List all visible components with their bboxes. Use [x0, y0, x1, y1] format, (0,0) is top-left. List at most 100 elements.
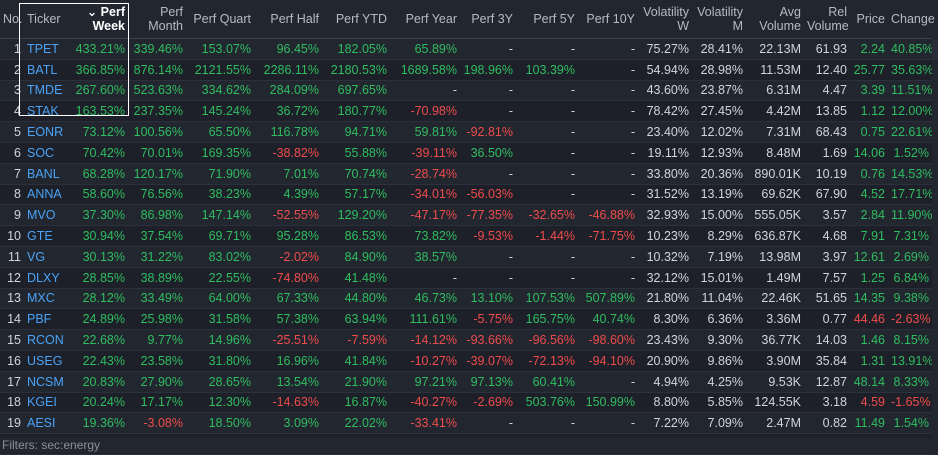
ticker-link[interactable]: GTE	[24, 225, 70, 247]
column-header[interactable]: Perf 5Y	[516, 0, 578, 39]
table-cell: 68.43	[804, 121, 850, 143]
ticker-link[interactable]: ANNA	[24, 184, 70, 206]
table-cell: 22.43%	[70, 350, 128, 372]
ticker-link[interactable]: USEG	[24, 350, 70, 372]
table-cell: 51.65	[804, 288, 850, 310]
table-cell: 507.89%	[578, 288, 638, 310]
table-cell: -	[578, 80, 638, 102]
ticker-link[interactable]: KGEI	[24, 392, 70, 414]
table-cell: 180.77%	[322, 100, 390, 123]
table-cell: 13.10%	[460, 288, 516, 310]
table-row[interactable]: 19 AESI 19.36% -3.08% 18.50% 3.09% 22.02% -33.4…	[0, 412, 932, 435]
row-number: 8	[0, 184, 24, 206]
table-cell: 4.47	[804, 80, 850, 102]
ticker-link[interactable]: TPET	[24, 38, 70, 60]
ticker-link[interactable]: AESI	[24, 412, 70, 435]
row-number: 3	[0, 80, 24, 102]
table-cell: 36.77K	[746, 329, 804, 351]
table-row[interactable]: 8 ANNA 58.60% 76.56% 38.23% 4.39% 57.17% -34.01…	[0, 184, 932, 206]
ticker-link[interactable]: MVO	[24, 204, 70, 227]
row-number: 4	[0, 100, 24, 123]
table-cell: 41.48%	[322, 267, 390, 289]
column-header[interactable]: Perf 10Y	[578, 0, 638, 39]
table-cell: -	[578, 142, 638, 164]
column-header[interactable]: No.	[0, 0, 24, 39]
column-header[interactable]: Volatility M	[692, 0, 746, 39]
table-cell: 129.20%	[322, 204, 390, 227]
column-header[interactable]: Avg Volume	[746, 0, 804, 39]
table-row[interactable]: 10 GTE 30.94% 37.54% 69.71% 95.28% 86.53% 73.82…	[0, 225, 932, 247]
table-cell: 15.01%	[692, 267, 746, 289]
ticker-link[interactable]: TMDE	[24, 80, 70, 102]
filters-value[interactable]: sec:energy	[41, 438, 101, 452]
ticker-link[interactable]: RCON	[24, 329, 70, 351]
table-cell: 28.98%	[692, 59, 746, 81]
column-header[interactable]: ⌄ Perf Week	[70, 0, 128, 39]
ticker-link[interactable]: PBF	[24, 308, 70, 331]
ticker-link[interactable]: STAK	[24, 100, 70, 123]
table-cell: 70.01%	[128, 142, 186, 164]
column-header[interactable]: Perf Quart	[186, 0, 254, 39]
table-row[interactable]: 7 BANL 68.28% 120.17% 71.90% 7.01% 70.74% -28.7…	[0, 163, 932, 185]
table-cell: -	[460, 80, 516, 102]
ticker-link[interactable]: MXC	[24, 288, 70, 310]
table-row[interactable]: 5 EONR 73.12% 100.56% 65.50% 116.78% 94.71% 59.…	[0, 121, 932, 143]
row-number: 12	[0, 267, 24, 289]
ticker-link[interactable]: DLXY	[24, 267, 70, 289]
table-cell: 57.17%	[322, 184, 390, 206]
table-cell: -2.63%	[888, 308, 932, 331]
column-header[interactable]: Perf 3Y	[460, 0, 516, 39]
table-row[interactable]: 2 BATL 366.85% 876.14% 2121.55% 2286.11% 2180.…	[0, 59, 932, 81]
table-row[interactable]: 3 TMDE 267.60% 523.63% 334.62% 284.09% 697.65%…	[0, 80, 932, 102]
table-cell: 8.29%	[692, 225, 746, 247]
table-cell: 503.76%	[516, 392, 578, 414]
column-header[interactable]: Perf YTD	[322, 0, 390, 39]
column-header[interactable]: Change	[888, 0, 935, 39]
ticker-link[interactable]: EONR	[24, 121, 70, 143]
column-header[interactable]: Volatility W	[638, 0, 692, 39]
table-cell: 9.77%	[128, 329, 186, 351]
ticker-link[interactable]: BATL	[24, 59, 70, 81]
scroll-edge[interactable]	[932, 40, 938, 60]
table-row[interactable]: 11 VG 30.13% 31.22% 83.02% -2.02% 84.90% 38.57%…	[0, 246, 932, 268]
table-cell: 107.53%	[516, 288, 578, 310]
column-header[interactable]: Rel Volume	[804, 0, 850, 39]
column-header[interactable]: Perf Year	[390, 0, 460, 39]
table-cell: -7.59%	[322, 329, 390, 351]
table-cell: 3.36M	[746, 308, 804, 331]
ticker-link[interactable]: NCSM	[24, 371, 70, 393]
table-row[interactable]: 6 SOC 70.42% 70.01% 169.35% -38.82% 55.88% -39.…	[0, 142, 932, 164]
ticker-link[interactable]: BANL	[24, 163, 70, 185]
table-row[interactable]: 1 TPET 433.21% 339.46% 153.07% 96.45% 182.05% 6…	[0, 38, 932, 60]
table-row[interactable]: 9 MVO 37.30% 86.98% 147.14% -52.55% 129.20% -47…	[0, 204, 932, 227]
table-cell: 23.40%	[638, 121, 692, 143]
table-cell: 30.94%	[70, 225, 128, 247]
table-cell: 116.78%	[254, 121, 322, 143]
table-cell: 48.14	[850, 371, 888, 393]
column-header[interactable]: Perf Half	[254, 0, 322, 39]
table-cell: -56.03%	[460, 184, 516, 206]
table-cell: -70.98%	[390, 100, 460, 123]
table-cell: 65.89%	[390, 38, 460, 60]
table-row[interactable]: 18 KGEI 20.24% 17.17% 12.30% -14.63% 16.87% -40…	[0, 392, 932, 414]
column-header[interactable]: Ticker	[24, 0, 70, 39]
ticker-link[interactable]: SOC	[24, 142, 70, 164]
table-row[interactable]: 12 DLXY 28.85% 38.89% 22.55% -74.80% 41.48% - - -…	[0, 267, 932, 289]
ticker-link[interactable]: VG	[24, 246, 70, 268]
column-header[interactable]: Perf Month	[128, 0, 186, 39]
table-cell: 16.96%	[254, 350, 322, 372]
table-cell: 20.83%	[70, 371, 128, 393]
table-row[interactable]: 4 STAK 163.53% 237.35% 145.24% 36.72% 180.77% -…	[0, 100, 932, 123]
table-cell: 63.94%	[322, 308, 390, 331]
table-row[interactable]: 16 USEG 22.43% 23.58% 31.80% 16.96% 41.84% -10.…	[0, 350, 932, 372]
table-cell: -	[516, 80, 578, 102]
table-cell: 8.33%	[888, 371, 932, 393]
table-row[interactable]: 13 MXC 28.12% 33.49% 64.00% 67.33% 44.80% 46.73…	[0, 288, 932, 310]
table-row[interactable]: 17 NCSM 20.83% 27.90% 28.65% 13.54% 21.90% 97.2…	[0, 371, 932, 393]
column-header[interactable]: Price	[850, 0, 888, 39]
table-row[interactable]: 14 PBF 24.89% 25.98% 31.58% 57.38% 63.94% 111.6…	[0, 308, 932, 331]
table-row[interactable]: 15 RCON 22.68% 9.77% 14.96% -25.51% -7.59% -14.…	[0, 329, 932, 351]
table-cell: 2.69%	[888, 246, 932, 268]
table-cell: 35.84	[804, 350, 850, 372]
